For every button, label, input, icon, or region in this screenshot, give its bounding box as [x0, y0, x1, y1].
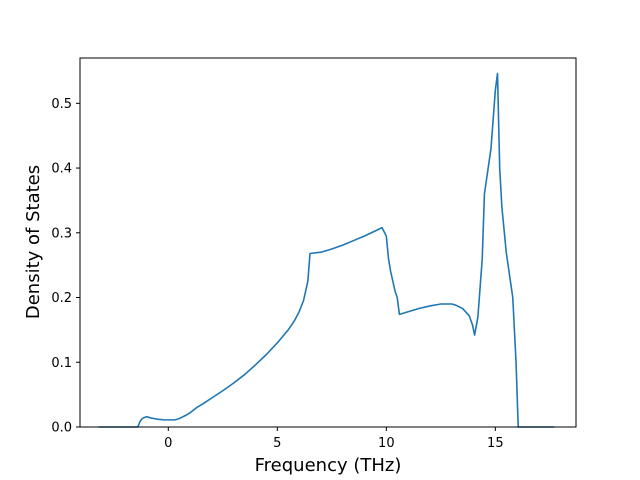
- x-tick-label: 0: [164, 436, 172, 451]
- x-tick-label: 10: [378, 436, 395, 451]
- y-axis-label: Density of States: [23, 165, 44, 319]
- y-tick-label: 0.1: [51, 356, 72, 371]
- x-tick-label: 5: [273, 436, 281, 451]
- y-tick-label: 0.2: [51, 291, 72, 306]
- y-tick-label: 0.3: [51, 226, 72, 241]
- y-tick-label: 0.4: [51, 162, 72, 177]
- x-axis-label: Frequency (THz): [255, 455, 402, 476]
- plot-area: [79, 57, 577, 428]
- y-tick-label: 0.0: [51, 421, 72, 436]
- y-axis-ticks: 0.0 0.1 0.2 0.3 0.4 0.5: [51, 97, 80, 436]
- x-axis-ticks: 0 5 10 15: [164, 427, 504, 451]
- y-tick-label: 0.5: [51, 97, 72, 112]
- dos-series-line-0: [98, 72, 555, 428]
- plot-frame: [79, 57, 577, 428]
- x-tick-label: 15: [487, 436, 504, 451]
